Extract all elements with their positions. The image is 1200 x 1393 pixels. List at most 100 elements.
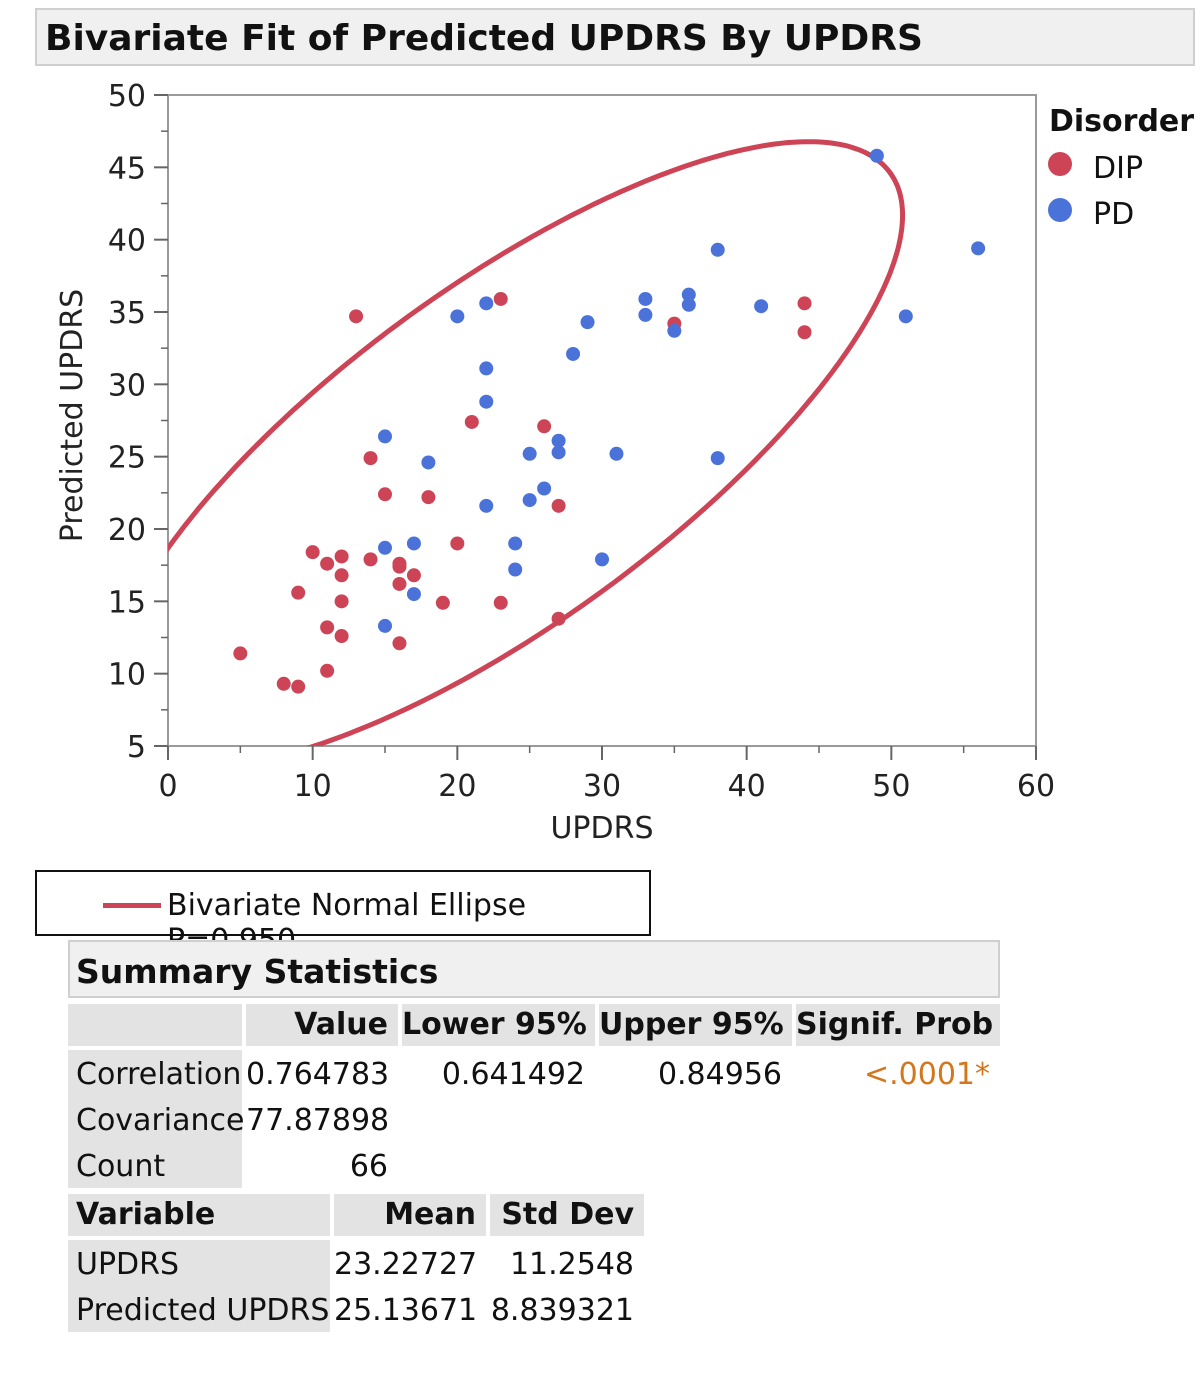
data-point-pd [681,287,696,302]
col-signif-header: Signif. Prob [796,1004,1000,1046]
data-point-pd [406,587,421,602]
summary-heading: Summary Statistics [76,952,439,991]
data-point-dip [392,636,407,651]
data-point-dip [320,556,335,571]
data-point-pd [450,309,465,324]
y-tick-label: 20 [108,513,146,548]
data-point-dip [551,498,566,513]
data-point-pd [595,552,609,567]
data-point-pd [479,498,494,513]
data-point-dip [320,663,335,678]
data-point-pd [378,618,392,633]
col-mean-header: Mean [334,1194,486,1236]
data-point-pd [522,493,537,508]
data-point-pd [566,346,581,361]
data-point-dip [378,487,392,502]
data-point-pd [638,291,653,306]
plot-frame [167,94,1037,747]
data-point-dip [334,568,349,583]
data-point-dip [493,595,508,610]
report-title-bar: Bivariate Fit of Predicted UPDRS By UPDR… [35,8,1195,66]
data-point-pd [710,242,725,257]
predicted-updrs-mean: 25.13671 [334,1293,478,1328]
data-point-pd [551,433,566,448]
row-count-label: Count [76,1149,166,1184]
legend-marker-dip [1048,152,1072,176]
data-point-dip [291,679,306,694]
summary-heading-bar: Summary Statistics [68,940,1000,998]
data-point-dip [276,676,291,691]
row-labels-bg [68,1050,242,1188]
data-point-dip [493,291,508,306]
data-point-pd [681,297,696,312]
y-tick-label: 35 [108,296,146,331]
variable-updrs-label: UPDRS [76,1247,180,1282]
col-value-header: Value [246,1004,398,1046]
data-point-dip [435,595,450,610]
ellipse-line-swatch [103,903,161,908]
summary-corner-cell [68,1004,242,1046]
data-point-pd [580,315,595,330]
col-lower95-header: Lower 95% [402,1004,595,1046]
data-point-pd [479,394,494,409]
variable-predicted-updrs-label: Predicted UPDRS [76,1293,330,1328]
col-variable-header: Variable [68,1194,330,1236]
data-point-dip [363,552,378,567]
updrs-mean: 23.22727 [334,1247,478,1282]
covariance-value: 77.87898 [246,1103,390,1138]
data-point-pd [869,148,884,163]
data-point-pd [754,299,769,314]
data-point-pd [378,540,392,555]
col-stddev-header: Std Dev [490,1194,644,1236]
data-point-pd [406,536,421,551]
data-point-dip [406,568,421,583]
x-tick-label: 50 [872,769,910,804]
data-point-pd [551,445,566,460]
x-tick-label: 0 [158,769,177,804]
y-tick-label: 50 [108,79,146,114]
data-point-pd [667,323,682,338]
bivariate-normal-ellipse [168,139,906,746]
x-axis-label: UPDRS [550,811,653,846]
data-point-pd [609,446,624,461]
legend-title: Disorder [1049,104,1194,139]
report-title: Bivariate Fit of Predicted UPDRS By UPDR… [45,18,923,59]
data-point-dip [551,611,566,626]
y-tick-label: 10 [108,658,146,693]
data-point-dip [537,419,552,434]
y-tick-label: 25 [108,441,146,476]
legend-marker-pd [1048,198,1072,222]
legend-label-pd: PD [1093,197,1134,232]
y-tick-label: 30 [108,368,146,403]
scatter-chart: 5 10 15 20 25 30 35 40 45 50 0 10 20 30 40 50 60 UPDRS Pre… [55,79,1194,846]
updrs-stddev: 11.2548 [509,1247,634,1282]
data-point-dip [797,325,812,340]
data-point-dip [320,620,335,635]
correlation-value: 0.764783 [246,1057,390,1092]
variable-labels-bg [68,1240,330,1332]
count-value: 66 [349,1149,388,1184]
y-tick-label: 15 [108,585,146,620]
y-tick-label: 40 [108,224,146,259]
correlation-lower95: 0.641492 [441,1057,585,1092]
data-point-pd [898,309,913,324]
x-tick-label: 30 [583,769,621,804]
y-tick-label: 45 [108,151,146,186]
data-point-dip [334,629,349,644]
predicted-updrs-stddev: 8.839321 [490,1293,634,1328]
data-point-pd [537,481,552,496]
data-point-dip [464,414,479,429]
data-point-dip [334,594,349,609]
data-point-dip [291,585,306,600]
data-point-pd [508,536,523,551]
data-point-dip [421,490,436,505]
row-covariance-label: Covariance [76,1103,245,1138]
x-tick-label: 20 [438,769,476,804]
data-point-dip [450,536,465,551]
data-point-dip [392,559,407,574]
legend-label-dip: DIP [1093,151,1143,186]
data-point-dip [349,309,364,324]
data-point-pd [638,307,653,322]
data-point-dip [305,545,320,560]
data-point-pd [508,562,523,577]
